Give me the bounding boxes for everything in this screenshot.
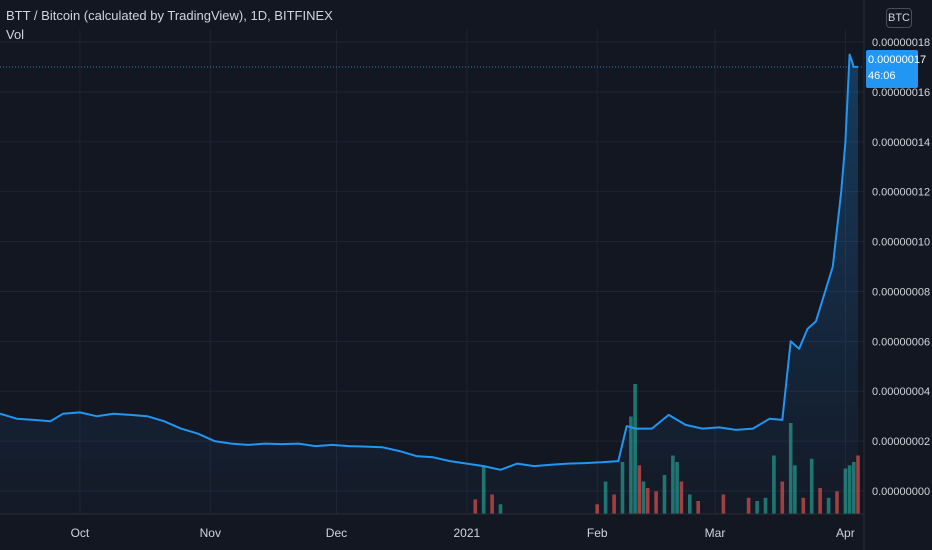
bar-countdown: 46:06 — [868, 70, 896, 82]
volume-bar — [671, 455, 675, 514]
volume-bar — [818, 488, 822, 514]
last-price-tag: 0.00000017 46:06 — [866, 50, 927, 88]
volume-bar — [763, 497, 768, 515]
volume-bar — [847, 465, 852, 514]
volume-bar — [801, 497, 806, 515]
grid-lines — [0, 30, 864, 514]
volume-bar — [637, 465, 642, 514]
volume-bar — [788, 423, 793, 514]
price-area — [0, 54, 858, 514]
x-tick-label: Oct — [71, 526, 90, 540]
symbol-title[interactable]: BTT / Bitcoin (calculated by TradingView… — [6, 8, 333, 23]
volume-bar — [856, 455, 860, 514]
volume-bar — [633, 384, 637, 514]
volume-bar — [498, 504, 503, 515]
volume-bar — [809, 458, 814, 515]
volume-bar — [772, 455, 776, 514]
price-line-path — [0, 53, 858, 471]
volume-bar — [473, 499, 478, 514]
x-tick-label: Apr — [836, 526, 855, 540]
volume-bar — [612, 494, 616, 514]
y-tick-label: 0.00000016 — [872, 87, 930, 99]
y-tick-label: 0.00000006 — [872, 336, 930, 348]
price-line — [0, 53, 864, 471]
volume-bar — [780, 481, 785, 514]
volume-bar — [835, 491, 839, 515]
volume-bar — [603, 481, 608, 514]
volume-bar — [662, 475, 667, 514]
volume-bar — [755, 501, 759, 514]
volume-bar — [675, 462, 679, 514]
volume-bar — [490, 494, 494, 514]
x-tick-label: Feb — [587, 526, 608, 540]
volume-bar — [852, 462, 856, 514]
volume-label[interactable]: Vol — [6, 27, 25, 42]
x-tick-label: 2021 — [454, 526, 481, 540]
volume-bar — [679, 481, 684, 514]
volume-bar — [826, 497, 831, 515]
currency-button[interactable]: BTC — [886, 8, 912, 28]
area-fill — [0, 54, 858, 514]
volume-bar — [641, 481, 646, 514]
volume-bar — [688, 494, 692, 514]
volume-bar — [654, 491, 658, 515]
volume-bar — [746, 497, 751, 515]
volume-bar — [645, 488, 650, 514]
y-tick-label: 0.00000000 — [872, 486, 930, 498]
volume-bar — [793, 465, 797, 514]
y-tick-label: 0.00000018 — [872, 37, 930, 49]
y-tick-label: 0.00000010 — [872, 237, 930, 249]
chart-legend: BTT / Bitcoin (calculated by TradingView… — [6, 6, 333, 44]
volume-bar — [721, 494, 726, 514]
y-tick-label: 0.00000012 — [872, 187, 930, 199]
y-tick-label: 0.00000008 — [872, 286, 930, 298]
volume-bars — [473, 384, 860, 515]
y-tick-label: 0.00000014 — [872, 137, 930, 149]
volume-bar — [620, 462, 625, 514]
x-tick-label: Dec — [326, 526, 347, 540]
volume-bar — [481, 465, 486, 514]
y-tick-label: 0.00000004 — [872, 386, 930, 398]
volume-bar — [696, 501, 700, 514]
x-tick-label: Nov — [200, 526, 221, 540]
y-tick-label: 0.00000002 — [872, 436, 930, 448]
x-tick-label: Mar — [705, 526, 726, 540]
volume-bar — [595, 504, 599, 515]
last-price-value: 0.00000017 — [868, 54, 927, 66]
volume-bar — [843, 468, 848, 514]
volume-bar — [629, 416, 633, 514]
